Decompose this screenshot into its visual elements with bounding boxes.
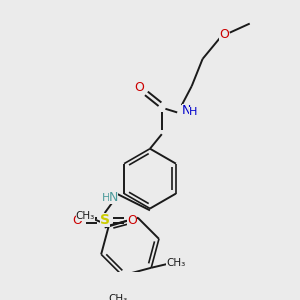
Text: S: S	[100, 213, 110, 227]
Text: H: H	[102, 193, 111, 203]
Text: O: O	[127, 214, 137, 227]
Text: N: N	[109, 191, 118, 204]
Text: CH₃: CH₃	[166, 258, 185, 268]
Text: O: O	[73, 214, 82, 227]
Text: N: N	[182, 104, 191, 117]
Text: O: O	[219, 28, 229, 41]
Text: CH₃: CH₃	[76, 212, 95, 221]
Text: O: O	[134, 81, 144, 94]
Text: H: H	[189, 106, 198, 116]
Text: CH₃: CH₃	[108, 294, 128, 300]
